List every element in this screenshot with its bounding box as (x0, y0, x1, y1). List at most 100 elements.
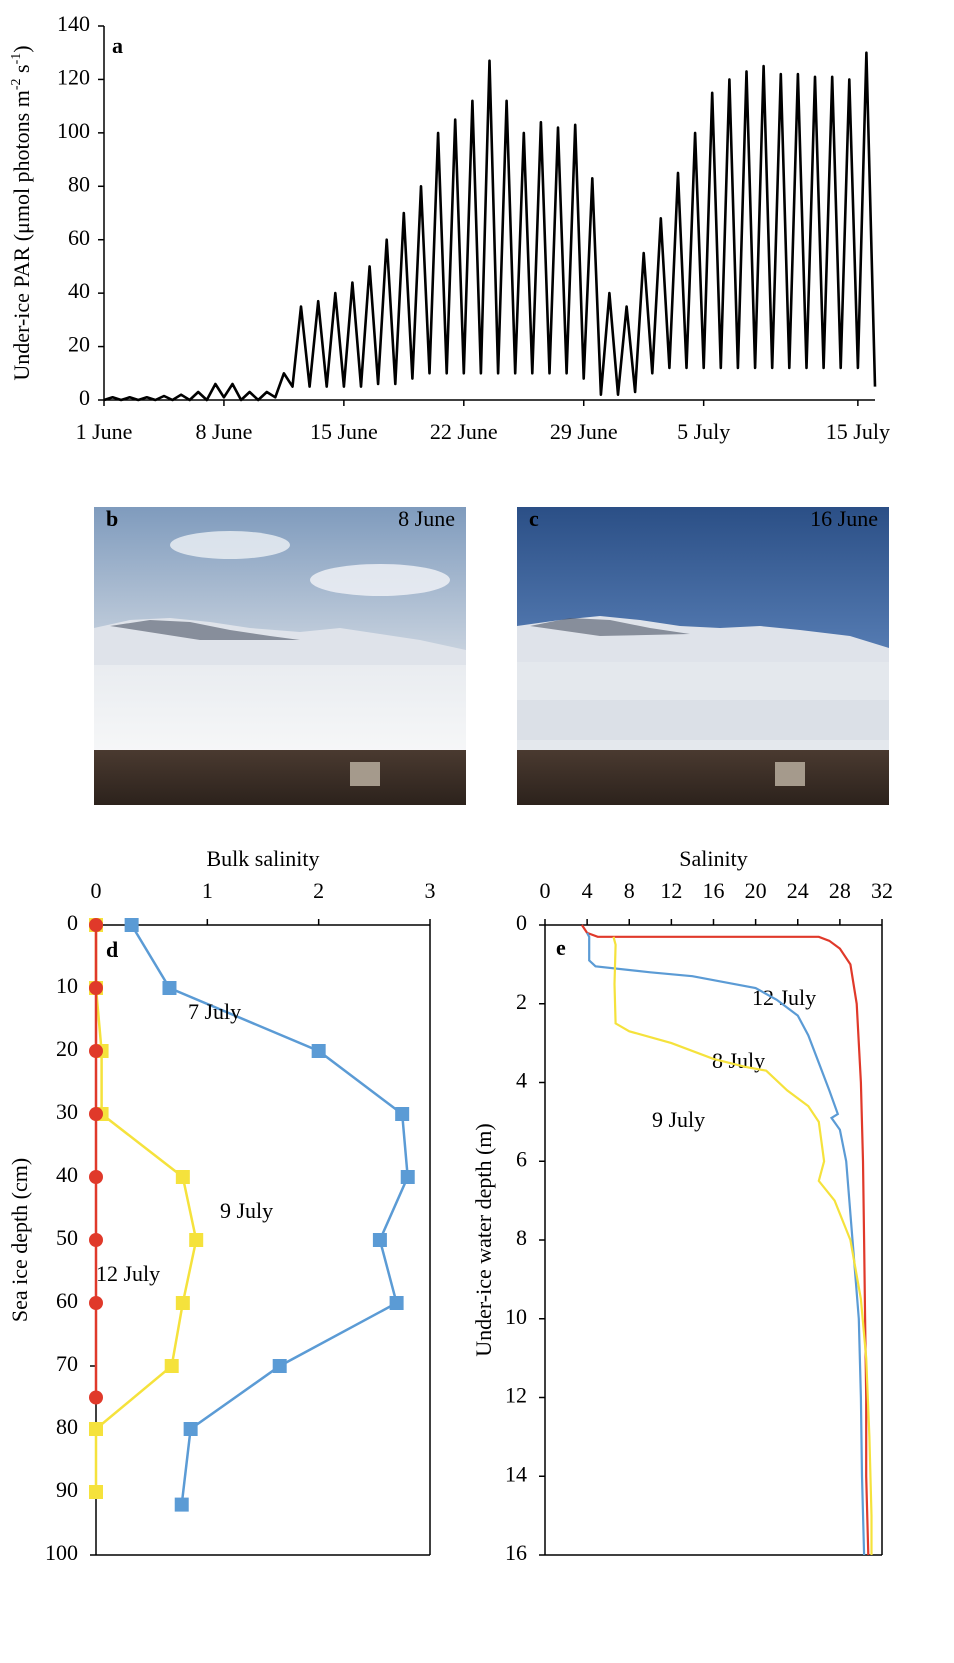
y-tick-label: 12 (505, 1383, 527, 1408)
y-tick-label: 60 (56, 1288, 78, 1313)
y-tick-label: 80 (68, 171, 90, 196)
photo-date: 16 June (810, 506, 878, 531)
marker (89, 981, 103, 995)
y-axis-title-part: Under-ice PAR (μmol photons m (9, 90, 34, 380)
x-tick-label: 22 June (430, 419, 498, 444)
marker (89, 1233, 103, 1247)
y-tick-label: 140 (57, 11, 90, 36)
x-tick-label: 32 (871, 878, 893, 903)
x-tick-label: 12 (660, 878, 682, 903)
marker (89, 1390, 103, 1405)
x-tick-label: 5 July (677, 419, 730, 444)
series-label: 7 July (188, 999, 241, 1024)
x-tick-label: 15 June (310, 419, 378, 444)
y-tick-label: 50 (56, 1225, 78, 1250)
x-tick-label: 0 (91, 878, 102, 903)
marker (89, 1422, 103, 1436)
x-tick-label: 1 (202, 878, 213, 903)
x-axis-title: Salinity (679, 846, 747, 871)
marker (89, 918, 103, 932)
y-tick-label: 2 (516, 989, 527, 1014)
panel-label: a (112, 33, 123, 58)
marker (372, 1233, 387, 1247)
x-tick-label: 15 July (826, 419, 890, 444)
marker (395, 1107, 410, 1121)
y-tick-label: 4 (516, 1068, 527, 1093)
y-axis-title-part: s (9, 64, 34, 78)
x-tick-label: 2 (313, 878, 324, 903)
x-tick-label: 8 (624, 878, 635, 903)
x-tick-label: 1 June (76, 419, 133, 444)
marker (174, 1497, 189, 1512)
y-tick-label: 80 (56, 1414, 78, 1439)
profile-line (612, 936, 873, 1555)
y-axis-title: Under-ice water depth (m) (471, 1123, 496, 1357)
y-tick-label: 100 (57, 118, 90, 143)
x-tick-label: 0 (540, 878, 551, 903)
photo-c (517, 507, 889, 805)
y-tick-label: 40 (56, 1162, 78, 1187)
x-tick-label: 20 (745, 878, 767, 903)
marker (400, 1170, 415, 1184)
series-label: 12 July (96, 1261, 160, 1286)
y-axis-title-part: ) (9, 45, 34, 52)
x-axis-title: Bulk salinity (206, 846, 319, 871)
series-label: 9 July (652, 1107, 705, 1132)
marker (89, 1107, 103, 1121)
x-tick-label: 4 (582, 878, 593, 903)
series-label: 9 July (220, 1198, 273, 1223)
y-tick-label: 20 (68, 332, 90, 357)
y-tick-label: 6 (516, 1146, 527, 1171)
marker (311, 1044, 326, 1058)
profile-line (586, 932, 866, 1556)
x-tick-label: 28 (829, 878, 851, 903)
y-tick-label: 10 (505, 1304, 527, 1329)
y-axis-title: Sea ice depth (cm) (7, 1158, 32, 1322)
y-tick-label: 8 (516, 1225, 527, 1250)
y-tick-label: 20 (56, 1036, 78, 1061)
y-tick-label: 16 (505, 1540, 527, 1565)
photo-date: 8 June (398, 506, 455, 531)
photo-b (94, 507, 466, 805)
x-tick-label: 16 (703, 878, 725, 903)
photo-label: b (106, 506, 118, 531)
marker (164, 1359, 179, 1373)
marker (175, 1170, 190, 1184)
y-tick-label: 120 (57, 64, 90, 89)
marker (389, 1296, 404, 1310)
y-tick-label: 30 (56, 1099, 78, 1124)
marker (189, 1233, 204, 1247)
panel-label: e (556, 935, 566, 960)
y-axis-title: Under-ice PAR (μmol photons m-2 s-1) (9, 45, 34, 380)
x-tick-label: 3 (425, 878, 436, 903)
y-tick-label: 10 (56, 973, 78, 998)
y-axis-title-part: -1 (9, 53, 24, 65)
marker (89, 1296, 103, 1310)
marker (89, 1485, 103, 1499)
x-tick-label: 29 June (550, 419, 618, 444)
y-tick-label: 90 (56, 1477, 78, 1502)
marker (175, 1296, 190, 1310)
profile-line (580, 924, 870, 1556)
panel-label: d (106, 937, 118, 962)
y-tick-label: 0 (67, 910, 78, 935)
marker (162, 981, 177, 995)
marker (183, 1422, 198, 1436)
y-tick-label: 0 (79, 385, 90, 410)
y-tick-label: 40 (68, 278, 90, 303)
y-tick-label: 60 (68, 225, 90, 250)
profile-line (130, 924, 409, 1505)
marker (89, 1044, 103, 1058)
y-tick-label: 70 (56, 1351, 78, 1376)
marker (89, 1170, 103, 1184)
x-tick-label: 24 (787, 878, 809, 903)
par-line (103, 51, 877, 402)
y-axis-title-part: -2 (9, 78, 24, 90)
y-tick-label: 100 (45, 1540, 78, 1565)
marker (124, 918, 139, 932)
y-tick-label: 14 (505, 1461, 527, 1486)
photo-label: c (529, 506, 539, 531)
profile-line (94, 925, 198, 1492)
